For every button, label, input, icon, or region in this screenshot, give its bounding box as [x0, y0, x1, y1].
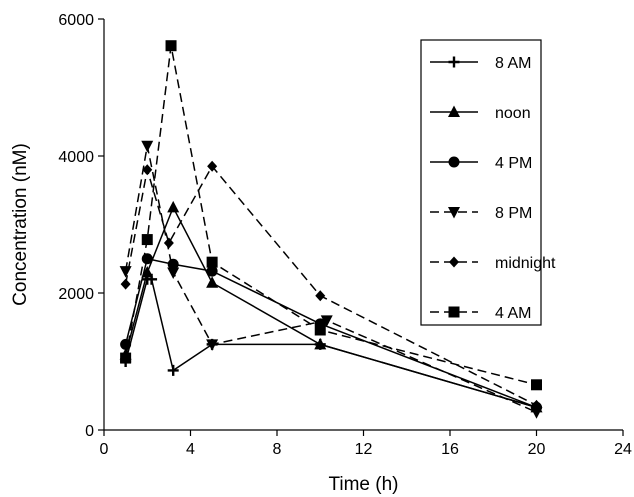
- data-point-marker: [141, 234, 153, 246]
- x-tick-label: 20: [528, 441, 546, 458]
- data-point-marker: [448, 105, 460, 117]
- data-point-marker: [448, 56, 460, 68]
- x-tick-label: 0: [100, 441, 109, 458]
- legend-label: 8 AM: [495, 55, 531, 72]
- series-line: [124, 145, 537, 413]
- x-tick-label: 24: [614, 441, 632, 458]
- data-point-marker: [315, 290, 326, 302]
- data-point-marker: [141, 140, 154, 153]
- legend: 8 AM noon 4 PM 8 PM midnight 4 AM: [420, 39, 556, 326]
- data-point-marker: [167, 364, 179, 376]
- series-layer: [119, 40, 543, 419]
- series-midnight: [120, 160, 542, 411]
- legend-label: noon: [495, 105, 531, 122]
- data-point-marker: [167, 200, 180, 213]
- data-point-marker: [142, 164, 153, 176]
- data-point-marker: [141, 265, 154, 278]
- legend-label: 4 AM: [495, 305, 531, 322]
- series-line: [124, 205, 537, 409]
- legend-item: 4 PM: [430, 155, 532, 172]
- data-point-marker: [206, 256, 218, 268]
- data-point-marker: [449, 256, 459, 268]
- data-point-marker: [206, 339, 219, 351]
- data-point-marker: [206, 265, 218, 277]
- y-tick-label: 2000: [58, 286, 94, 303]
- legend-item: 8 AM: [430, 55, 531, 72]
- x-tick-label: 12: [355, 441, 373, 458]
- x-axis-title: Time (h): [328, 474, 398, 495]
- data-point-marker: [314, 324, 326, 336]
- y-tick-label: 4000: [58, 149, 94, 166]
- data-point-marker: [120, 352, 132, 364]
- legend-label: midnight: [495, 255, 556, 272]
- data-point-marker: [531, 399, 542, 411]
- data-point-marker: [314, 337, 327, 350]
- series-8-pm: [119, 140, 543, 419]
- axes: 0 2000 4000 6000 0 4 8 12 16 20 24: [58, 12, 632, 458]
- y-tick-label: 6000: [58, 12, 94, 29]
- legend-label: 8 PM: [495, 205, 532, 222]
- data-point-marker: [448, 156, 460, 168]
- series-4-am: [120, 40, 542, 391]
- data-point-marker: [167, 267, 180, 279]
- data-point-marker: [448, 207, 460, 219]
- data-point-marker: [320, 315, 333, 327]
- legend-item: noon: [430, 105, 531, 122]
- data-point-marker: [530, 407, 543, 419]
- x-tick-label: 8: [273, 441, 282, 458]
- x-tick-label: 16: [441, 441, 459, 458]
- data-point-marker: [163, 237, 174, 249]
- data-point-marker: [448, 306, 460, 318]
- legend-box: [420, 39, 542, 326]
- legend-item: 8 PM: [430, 205, 532, 222]
- series-line: [124, 257, 537, 409]
- x-tick-label: 4: [186, 441, 195, 458]
- legend-item: 4 AM: [430, 305, 531, 322]
- y-tick-label: 0: [85, 423, 94, 440]
- y-axis-title: Concentration (nM): [10, 143, 31, 306]
- data-point-marker: [207, 160, 218, 172]
- series-line: [124, 45, 537, 386]
- legend-item: midnight: [430, 255, 556, 272]
- legend-label: 4 PM: [495, 155, 532, 172]
- data-point-marker: [206, 276, 219, 288]
- data-point-marker: [119, 266, 132, 278]
- data-point-marker: [531, 379, 542, 391]
- data-point-marker: [165, 40, 177, 52]
- data-point-marker: [120, 278, 131, 290]
